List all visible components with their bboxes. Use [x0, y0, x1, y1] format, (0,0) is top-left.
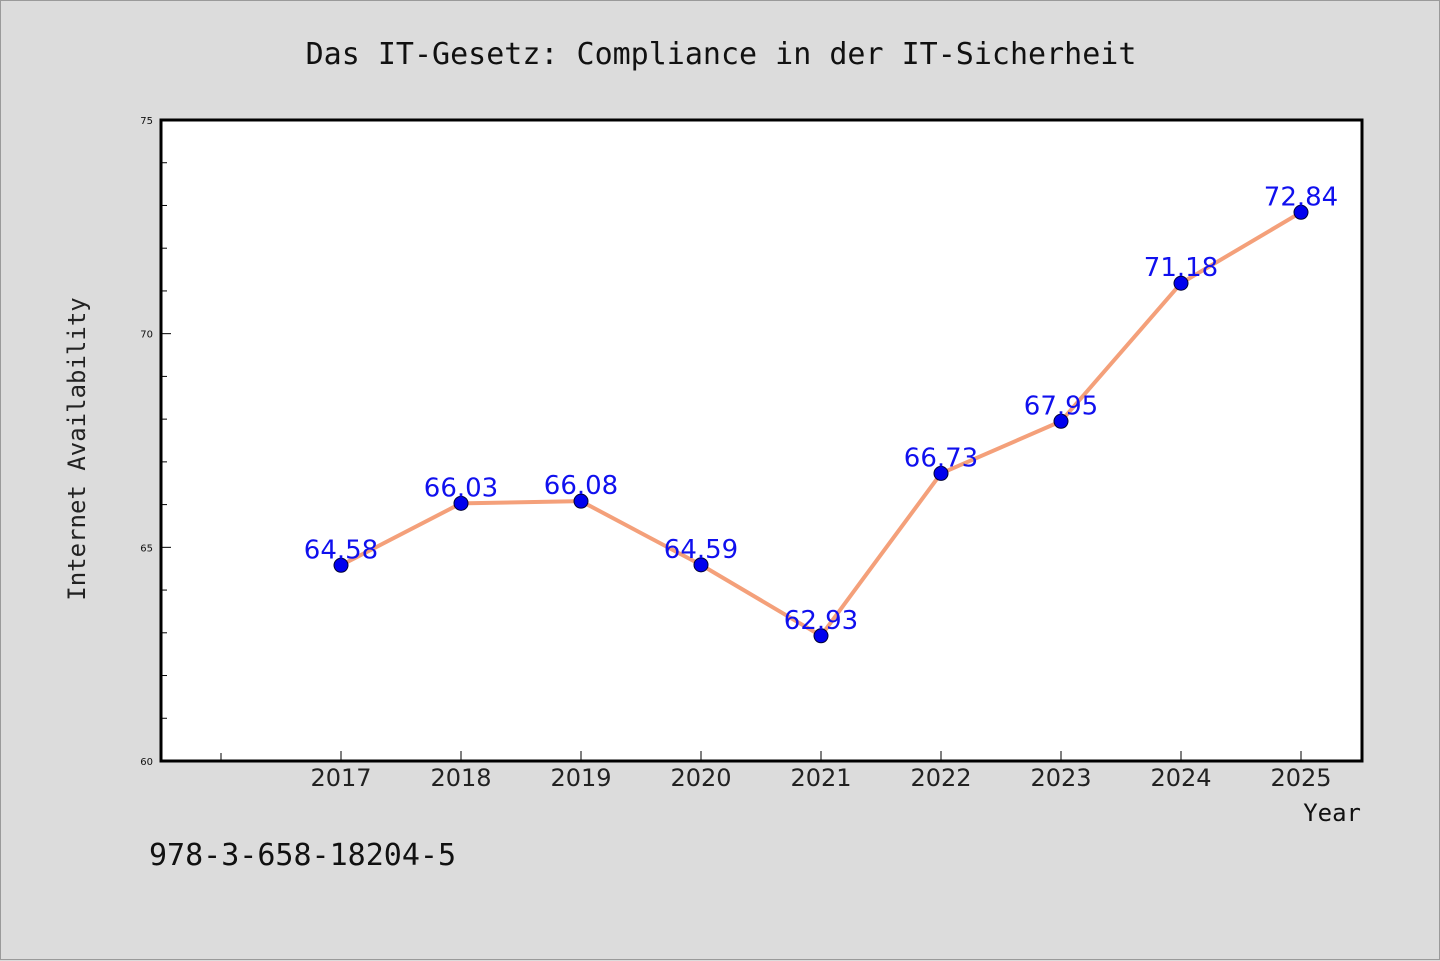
data-label: 66.73: [904, 443, 978, 473]
plot-area: [159, 118, 1364, 763]
data-point: [1173, 275, 1189, 291]
data-point: [573, 493, 589, 509]
data-point: [933, 465, 949, 481]
data-point: [693, 557, 709, 573]
x-tick-label: 2020: [670, 764, 731, 792]
y-axis: 60 65 70 75: [140, 116, 171, 768]
x-tick-label: 2022: [910, 764, 971, 792]
series-markers: [333, 204, 1309, 644]
x-axis: 2017 2018 2019 2020 2021 2022 2023 2024 2025: [220, 751, 1332, 792]
y-tick-label: 60: [140, 757, 153, 768]
y-tick-label: 65: [140, 543, 153, 554]
x-tick-label: 2021: [790, 764, 851, 792]
data-label: 66.03: [424, 473, 498, 503]
data-labels: 64.58 66.03 66.08 64.59 62.93 66.73 67.95 71.18…: [304, 182, 1338, 635]
data-label: 66.08: [544, 471, 618, 501]
y-tick-label: 75: [140, 116, 153, 127]
data-point: [333, 557, 349, 573]
data-point: [1053, 413, 1069, 429]
data-point: [813, 628, 829, 644]
x-tick-label: 2024: [1150, 764, 1211, 792]
isbn-footer: 978-3-658-18204-5: [149, 838, 456, 873]
y-tick-label: 70: [140, 330, 153, 341]
x-tick-label: 2018: [430, 764, 491, 792]
data-label: 62.93: [784, 606, 858, 636]
data-label: 67.95: [1024, 391, 1098, 421]
data-label: 64.59: [664, 535, 738, 565]
x-tick-label: 2017: [310, 764, 371, 792]
data-label: 71.18: [1144, 253, 1218, 283]
data-label: 64.58: [304, 535, 378, 565]
y-axis-label: Internet Availability: [63, 297, 91, 600]
x-tick-label: 2019: [550, 764, 611, 792]
x-axis-label: Year: [1303, 799, 1361, 827]
data-point: [453, 495, 469, 511]
data-point: [1293, 204, 1309, 220]
x-tick-label: 2025: [1270, 764, 1331, 792]
chart-title: Das IT-Gesetz: Compliance in der IT-Sich…: [306, 37, 1137, 72]
x-tick-label: 2023: [1030, 764, 1091, 792]
data-label: 72.84: [1264, 182, 1338, 212]
